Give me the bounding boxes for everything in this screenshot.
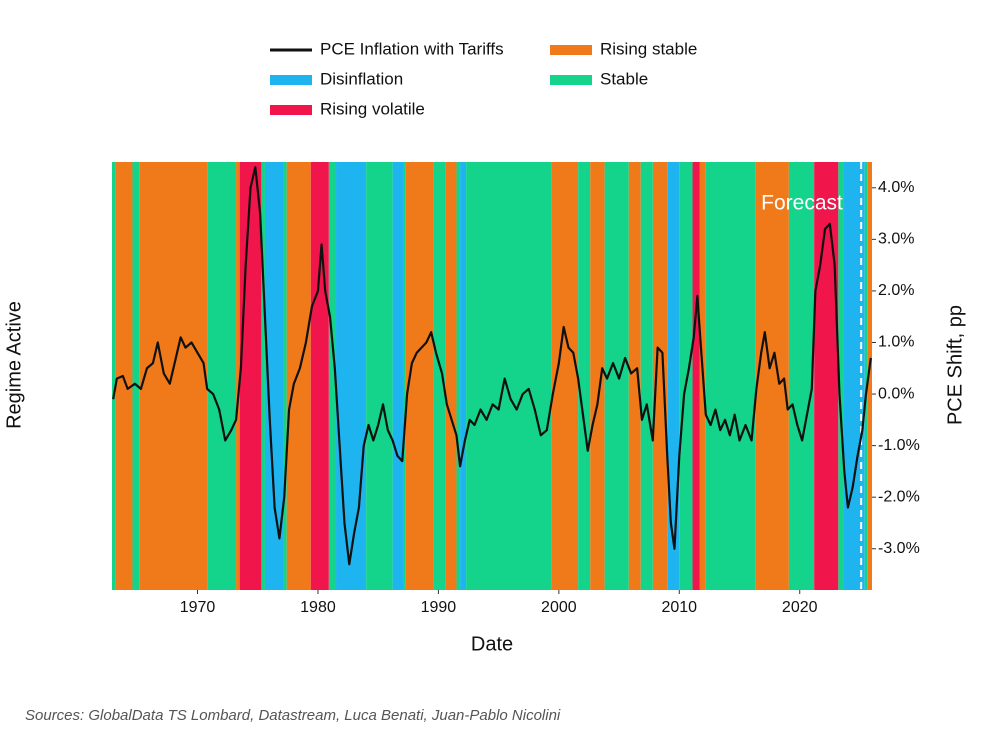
- x-tick-label: 2000: [541, 599, 577, 616]
- regime-band: [755, 162, 789, 590]
- regime-band: [460, 162, 467, 590]
- x-tick-label: 1980: [300, 599, 336, 616]
- regime-band: [814, 162, 839, 590]
- legend-patch: [550, 45, 592, 55]
- y2-tick-label: -2.0%: [878, 488, 920, 505]
- regime-band: [336, 162, 367, 590]
- regime-band: [628, 162, 641, 590]
- regime-band: [286, 162, 311, 590]
- regime-band: [590, 162, 605, 590]
- plot-lines: Forecast: [112, 162, 872, 590]
- regime-band: [207, 162, 237, 590]
- regime-band: [132, 162, 140, 590]
- regime-band: [112, 162, 116, 590]
- y2-tick-label: 4.0%: [878, 179, 914, 196]
- legend-label: Stable: [600, 69, 648, 88]
- regime-band: [115, 162, 119, 590]
- regime-band: [264, 162, 284, 590]
- source-note: Sources: GlobalData TS Lombard, Datastre…: [25, 707, 561, 724]
- regime-band: [403, 162, 406, 590]
- regime-band: [139, 162, 208, 590]
- regime-band: [239, 162, 262, 590]
- legend: PCE Inflation with Tariffs Rising stable D…: [270, 39, 697, 118]
- regime-band: [652, 162, 668, 590]
- regime-band: [433, 162, 446, 590]
- legend-label: Rising stable: [600, 39, 697, 58]
- regime-band: [679, 162, 693, 590]
- regime-band: [236, 162, 240, 590]
- regime-band: [310, 162, 329, 590]
- legend-patch: [550, 75, 592, 85]
- regime-band: [867, 162, 872, 590]
- legend-patch: [270, 75, 312, 85]
- regime-band: [578, 162, 591, 590]
- regime-band: [261, 162, 265, 590]
- legend-patch: [270, 105, 312, 115]
- forecast-label: Forecast: [761, 192, 843, 215]
- regime-band: [667, 162, 680, 590]
- regime-band: [640, 162, 653, 590]
- regime-band: [843, 162, 865, 590]
- legend-label: Disinflation: [320, 69, 403, 88]
- y2-tick-label: 1.0%: [878, 334, 914, 351]
- y2-tick-label: -1.0%: [878, 437, 920, 454]
- regime-band: [788, 162, 815, 590]
- legend-label: Rising volatile: [320, 99, 425, 118]
- y-axis-title: Regime Active: [3, 301, 25, 429]
- regime-band: [366, 162, 393, 590]
- regime-band: [466, 162, 552, 590]
- axes: 1970 1980 1990 2000 2010 2020 -3.0% -2.0% -1.0% 0…: [180, 179, 920, 616]
- y2-axis-title: PCE Shift, pp: [944, 305, 966, 425]
- legend-label: PCE Inflation with Tariffs: [320, 39, 504, 58]
- regime-band: [283, 162, 287, 590]
- regime-band: [692, 162, 700, 590]
- x-axis-title: Date: [471, 633, 513, 655]
- x-tick-label: 1970: [180, 599, 216, 616]
- x-tick-label: 2010: [661, 599, 697, 616]
- regime-band: [456, 162, 461, 590]
- y2-tick-label: -3.0%: [878, 540, 920, 557]
- x-tick-label: 2020: [782, 599, 818, 616]
- regime-band: [838, 162, 844, 590]
- y2-tick-label: 3.0%: [878, 231, 914, 248]
- regime-band: [328, 162, 337, 590]
- regime-band: [392, 162, 404, 590]
- x-tick-label: 1990: [421, 599, 457, 616]
- regime-band: [445, 162, 457, 590]
- y2-tick-label: 2.0%: [878, 282, 914, 299]
- regime-band: [864, 162, 868, 590]
- series-line: [112, 166, 872, 566]
- y2-tick-label: 0.0%: [878, 385, 914, 402]
- regime-band: [118, 162, 133, 590]
- regime-band: [705, 162, 756, 590]
